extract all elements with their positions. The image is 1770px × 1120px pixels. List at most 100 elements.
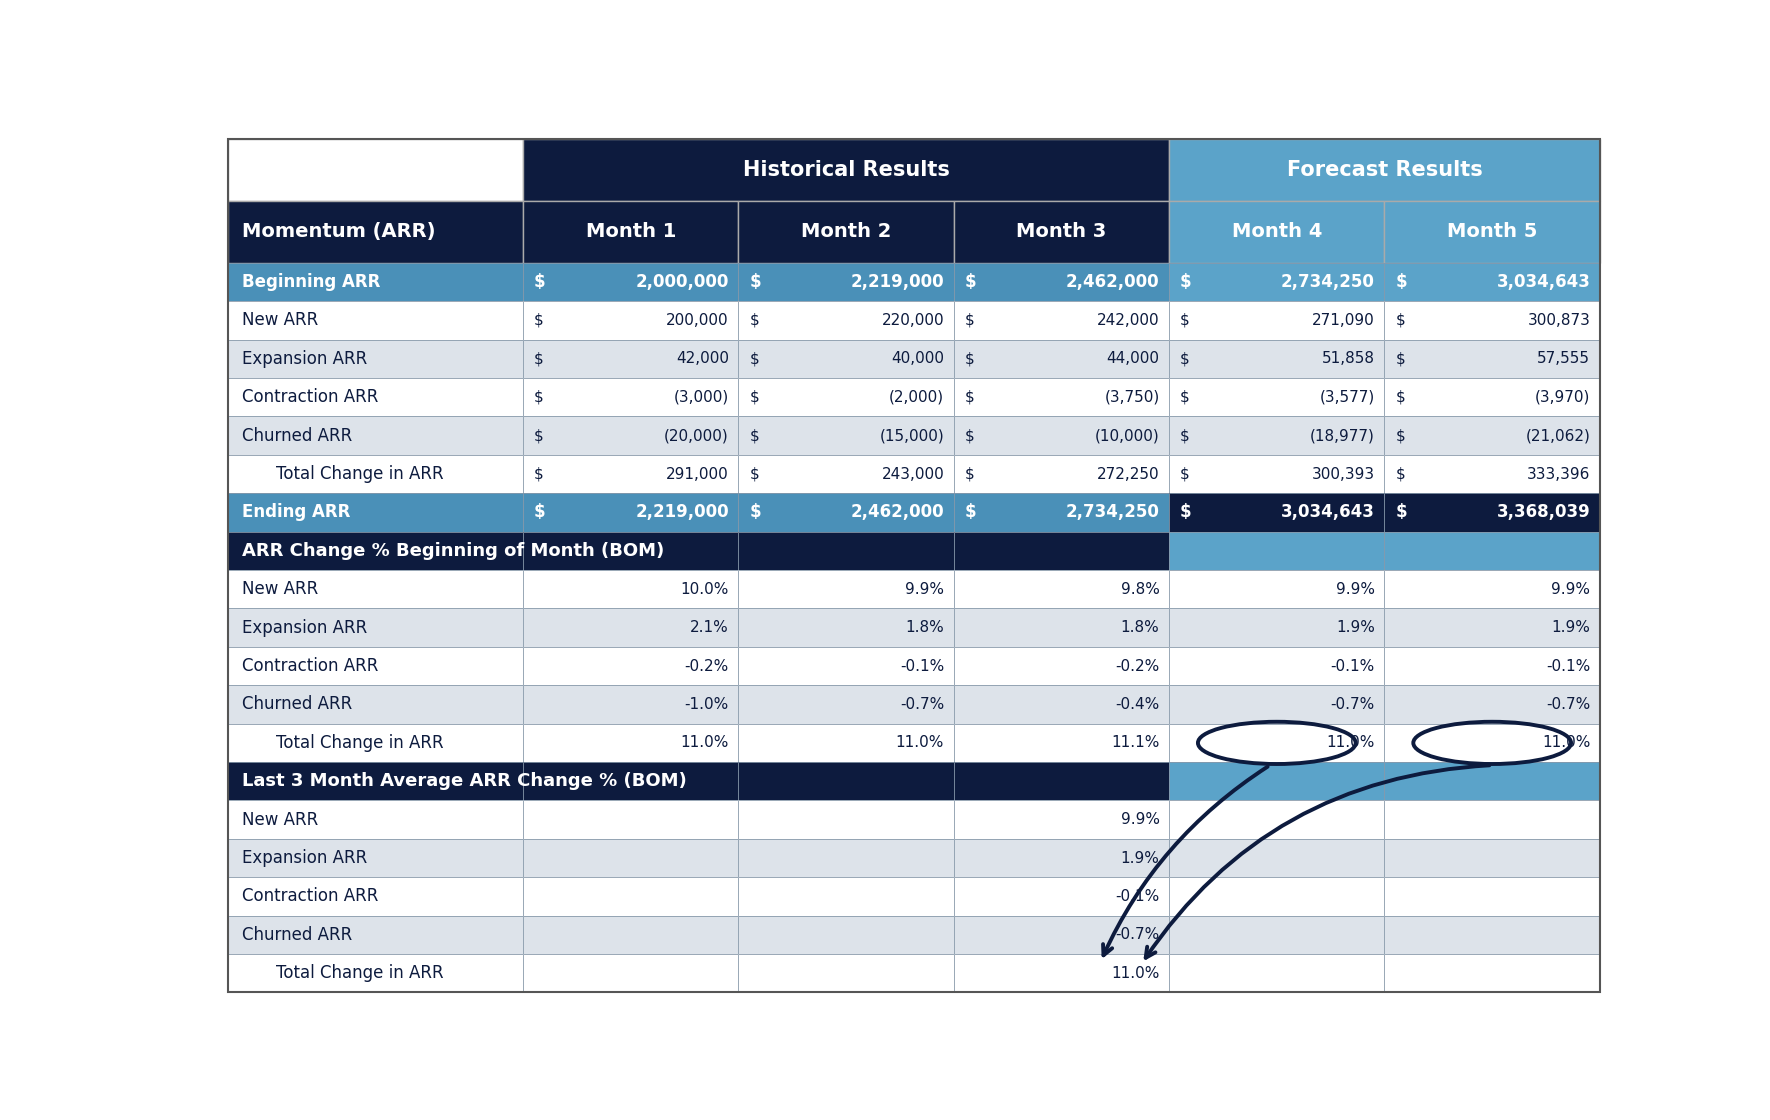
Text: Momentum (ARR): Momentum (ARR) <box>242 223 435 241</box>
Bar <box>228 608 524 647</box>
Bar <box>954 570 1170 608</box>
Bar <box>524 263 738 301</box>
Bar <box>1384 877 1600 916</box>
Bar <box>228 301 524 339</box>
Bar <box>228 916 524 954</box>
Bar <box>228 724 524 762</box>
Bar <box>1384 954 1600 992</box>
Bar <box>738 801 954 839</box>
Bar <box>1170 724 1384 762</box>
Text: Expansion ARR: Expansion ARR <box>242 349 366 367</box>
Bar <box>524 801 738 839</box>
Text: 1.9%: 1.9% <box>1551 620 1589 635</box>
Bar <box>1170 724 1384 762</box>
Text: 2,462,000: 2,462,000 <box>851 504 943 522</box>
Bar <box>524 455 738 493</box>
Bar <box>954 801 1170 839</box>
Bar <box>524 570 738 608</box>
Bar <box>1170 339 1384 379</box>
Text: (20,000): (20,000) <box>664 428 729 444</box>
Bar <box>738 379 954 417</box>
Bar <box>228 762 524 801</box>
Bar <box>1170 532 1384 570</box>
Bar <box>228 916 524 954</box>
Bar <box>954 455 1170 493</box>
Text: Beginning ARR: Beginning ARR <box>242 273 381 291</box>
Text: New ARR: New ARR <box>242 580 319 598</box>
Bar <box>1384 417 1600 455</box>
Text: -0.2%: -0.2% <box>685 659 729 673</box>
Bar <box>228 339 524 379</box>
Bar <box>524 455 738 493</box>
Bar <box>228 954 524 992</box>
Bar <box>228 200 524 263</box>
Bar <box>1384 916 1600 954</box>
Bar <box>1170 200 1384 263</box>
Text: 1.9%: 1.9% <box>1336 620 1375 635</box>
Text: -0.7%: -0.7% <box>899 697 943 712</box>
Bar <box>954 339 1170 379</box>
Bar <box>1170 493 1384 532</box>
Bar <box>954 417 1170 455</box>
Text: -1.0%: -1.0% <box>685 697 729 712</box>
Text: 2,219,000: 2,219,000 <box>851 273 943 291</box>
Bar <box>524 647 738 685</box>
Bar <box>954 877 1170 916</box>
Bar <box>228 139 524 200</box>
Bar <box>1384 762 1600 801</box>
Text: Total Change in ARR: Total Change in ARR <box>276 964 444 982</box>
Text: 11.0%: 11.0% <box>1542 736 1589 750</box>
Text: 11.0%: 11.0% <box>680 736 729 750</box>
Bar <box>1384 493 1600 532</box>
Text: (15,000): (15,000) <box>880 428 943 444</box>
Bar <box>954 916 1170 954</box>
Text: 200,000: 200,000 <box>666 312 729 328</box>
Bar <box>1170 263 1384 301</box>
Text: 2,219,000: 2,219,000 <box>635 504 729 522</box>
Bar <box>738 839 954 877</box>
Text: (2,000): (2,000) <box>889 390 943 404</box>
Bar <box>1170 570 1384 608</box>
Bar <box>524 916 738 954</box>
Bar <box>524 139 1170 200</box>
Bar <box>228 608 524 647</box>
Bar <box>1384 954 1600 992</box>
Bar <box>1170 608 1384 647</box>
Text: 1.8%: 1.8% <box>906 620 943 635</box>
Bar <box>1170 570 1384 608</box>
Bar <box>228 685 524 724</box>
Bar <box>1384 532 1600 570</box>
Bar <box>738 379 954 417</box>
Bar <box>954 200 1170 263</box>
Bar <box>738 685 954 724</box>
Bar <box>228 379 524 417</box>
Text: 10.0%: 10.0% <box>680 581 729 597</box>
Bar <box>738 532 954 570</box>
Text: $: $ <box>965 467 975 482</box>
Bar <box>228 379 524 417</box>
Bar <box>738 532 954 570</box>
Bar <box>228 532 524 570</box>
Text: $: $ <box>1395 504 1407 522</box>
Bar <box>738 954 954 992</box>
Bar <box>1170 339 1384 379</box>
Text: 243,000: 243,000 <box>881 467 943 482</box>
Bar <box>1384 417 1600 455</box>
Bar <box>738 916 954 954</box>
Bar <box>954 647 1170 685</box>
Text: $: $ <box>965 428 975 444</box>
Text: $: $ <box>749 467 759 482</box>
Bar <box>1384 685 1600 724</box>
Bar <box>1384 339 1600 379</box>
Text: Contraction ARR: Contraction ARR <box>242 657 379 675</box>
Bar <box>524 954 738 992</box>
Text: New ARR: New ARR <box>242 311 319 329</box>
Bar <box>1170 532 1384 570</box>
Text: Last 3 Month Average ARR Change % (BOM): Last 3 Month Average ARR Change % (BOM) <box>242 773 687 791</box>
Text: 9.9%: 9.9% <box>1336 581 1375 597</box>
Text: Contraction ARR: Contraction ARR <box>242 887 379 905</box>
Bar <box>524 379 738 417</box>
Bar <box>228 877 524 916</box>
Text: (3,577): (3,577) <box>1320 390 1375 404</box>
Bar <box>228 570 524 608</box>
